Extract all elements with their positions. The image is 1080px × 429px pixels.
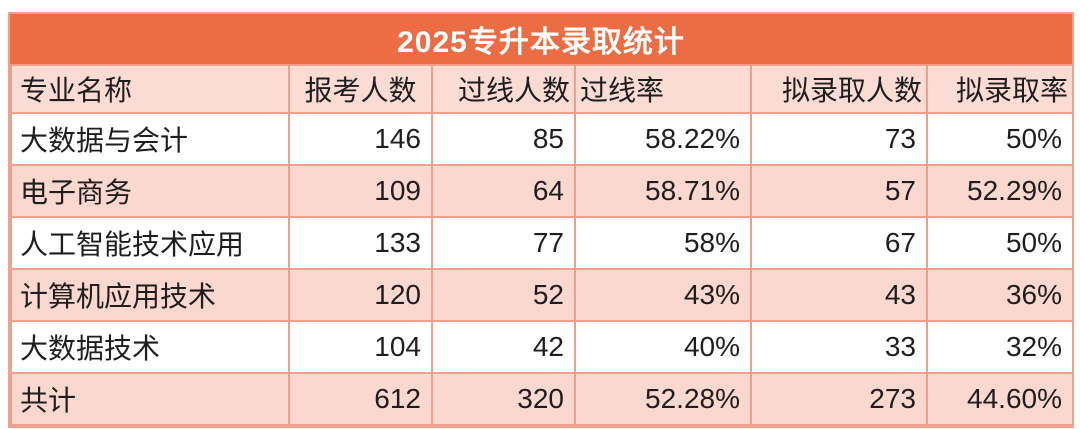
value-cell: 67 [750, 216, 928, 270]
value-cell: 43 [750, 268, 928, 322]
value-cell: 64 [431, 164, 576, 218]
value-cell: 104 [288, 320, 433, 374]
major-name-cell: 大数据技术 [10, 320, 290, 374]
major-name-cell: 人工智能技术应用 [10, 216, 290, 270]
value-cell: 77 [431, 216, 576, 270]
major-name-cell: 计算机应用技术 [10, 268, 290, 322]
value-cell: 50% [926, 216, 1074, 270]
value-cell: 109 [288, 164, 433, 218]
column-header-1: 报考人数 [288, 64, 433, 114]
value-cell: 273 [750, 372, 928, 426]
major-name-cell: 大数据与会计 [10, 112, 290, 166]
value-cell: 85 [431, 112, 576, 166]
table-row: 大数据技术 104 42 40% 33 32% [10, 320, 1074, 374]
column-header-3: 过线率 [574, 64, 752, 114]
column-header-4: 拟录取人数 [750, 64, 928, 114]
table-row: 大数据与会计 146 85 58.22% 73 50% [10, 112, 1074, 166]
value-cell: 36% [926, 268, 1074, 322]
admission-stats-table: 2025专升本录取统计 专业名称 报考人数 过线人数 过线率 拟录取人数 拟录取率 大数据… [8, 12, 1074, 428]
value-cell: 58.71% [574, 164, 752, 218]
value-cell: 612 [288, 372, 433, 426]
value-cell: 40% [574, 320, 752, 374]
column-header-5: 拟录取率 [926, 64, 1074, 114]
value-cell: 58.22% [574, 112, 752, 166]
table-title: 2025专升本录取统计 [397, 26, 685, 59]
header-row: 专业名称 报考人数 过线人数 过线率 拟录取人数 拟录取率 [10, 64, 1074, 114]
value-cell: 146 [288, 112, 433, 166]
major-name-cell: 共计 [10, 372, 290, 426]
table-body: 大数据与会计 146 85 58.22% 73 50% 电子商务 109 64 58.71% 57 5… [10, 112, 1074, 426]
stats-table: 专业名称 报考人数 过线人数 过线率 拟录取人数 拟录取率 大数据与会计 146 85 58.2… [10, 64, 1074, 426]
value-cell: 120 [288, 268, 433, 322]
total-row: 共计 612 320 52.28% 273 44.60% [10, 372, 1074, 426]
value-cell: 73 [750, 112, 928, 166]
value-cell: 52.28% [574, 372, 752, 426]
value-cell: 57 [750, 164, 928, 218]
value-cell: 133 [288, 216, 433, 270]
table-row: 电子商务 109 64 58.71% 57 52.29% [10, 164, 1074, 218]
column-header-0: 专业名称 [10, 64, 290, 114]
value-cell: 58% [574, 216, 752, 270]
value-cell: 44.60% [926, 372, 1074, 426]
table-row: 人工智能技术应用 133 77 58% 67 50% [10, 216, 1074, 270]
value-cell: 52.29% [926, 164, 1074, 218]
value-cell: 42 [431, 320, 576, 374]
table-title-bar: 2025专升本录取统计 [10, 14, 1072, 64]
value-cell: 32% [926, 320, 1074, 374]
value-cell: 52 [431, 268, 576, 322]
value-cell: 50% [926, 112, 1074, 166]
value-cell: 43% [574, 268, 752, 322]
table-row: 计算机应用技术 120 52 43% 43 36% [10, 268, 1074, 322]
major-name-cell: 电子商务 [10, 164, 290, 218]
column-header-2: 过线人数 [431, 64, 576, 114]
value-cell: 33 [750, 320, 928, 374]
value-cell: 320 [431, 372, 576, 426]
